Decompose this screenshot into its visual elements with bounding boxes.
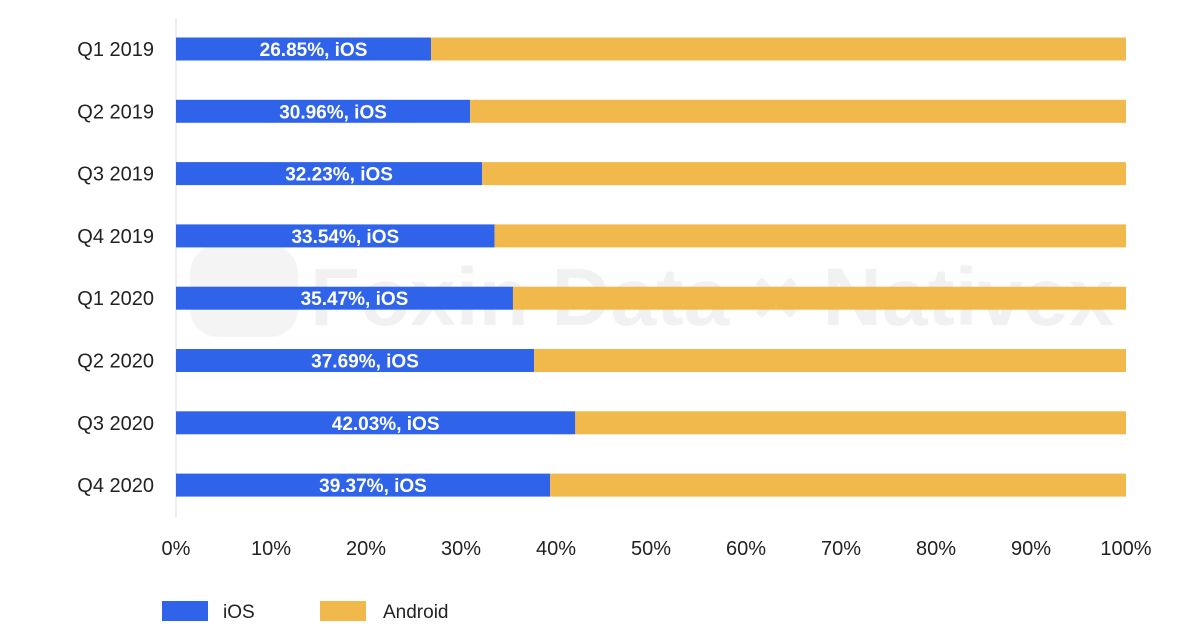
category-label: Q2 2019 [77, 101, 154, 123]
bar-ios [176, 349, 535, 372]
category-label: Q4 2019 [77, 226, 154, 248]
category-labels: Q1 2019 Q2 2019 Q3 2019 Q4 2019 Q1 2020 Q2 20… [77, 39, 154, 497]
bar-android [470, 99, 1126, 123]
category-label: Q4 2020 [77, 475, 154, 497]
bar-data-label: 30.96%, iOS [279, 102, 387, 123]
x-tick-label: 100% [1100, 538, 1151, 560]
bar-android [534, 349, 1126, 372]
x-tick-label: 80% [916, 538, 956, 560]
bar-android [482, 162, 1126, 186]
bar-data-label: 32.23%, iOS [285, 165, 393, 186]
bar-ios [176, 162, 483, 186]
category-label: Q1 2020 [77, 288, 154, 310]
bar-ios [176, 99, 471, 123]
bar-ios [176, 473, 551, 497]
bar-data-label: 35.47%, iOS [301, 289, 409, 310]
bar-android [575, 411, 1126, 435]
x-tick-label: 0% [162, 538, 191, 560]
x-tick-label: 10% [251, 538, 291, 560]
bar-android [512, 286, 1126, 310]
bar-data-label: 42.03%, iOS [332, 414, 440, 435]
legend-swatch-ios [162, 601, 208, 621]
category-label: Q3 2019 [77, 164, 154, 186]
bar-ios [176, 286, 513, 310]
bar-data-label: 26.85%, iOS [260, 40, 368, 61]
category-label: Q3 2020 [77, 413, 154, 435]
x-tick-label: 20% [346, 538, 386, 560]
legend-label-android: Android [383, 602, 449, 623]
legend-label-ios: iOS [223, 602, 255, 623]
bar-ios [176, 224, 495, 248]
x-tick-label: 90% [1011, 538, 1051, 560]
x-tick-labels: 0% 10% 20% 30% 40% 50% 60% 70% 80% 90% 100% [162, 538, 1152, 560]
bar-data-label: 33.54%, iOS [291, 227, 399, 248]
bars: 26.85%, iOS 30.96%, iOS 32.23%, iOS 33.54%,… [176, 37, 1126, 497]
bar-android [494, 224, 1126, 248]
category-label: Q1 2019 [77, 39, 154, 61]
bar-ios [176, 411, 576, 435]
bar-ios [176, 37, 432, 61]
x-tick-label: 30% [441, 538, 481, 560]
category-label: Q2 2020 [77, 351, 154, 373]
x-tick-label: 70% [821, 538, 861, 560]
legend-swatch-android [320, 601, 366, 621]
bar-android [431, 37, 1126, 61]
x-tick-label: 40% [536, 538, 576, 560]
bar-android [550, 473, 1126, 497]
bar-data-label: 39.37%, iOS [319, 476, 427, 497]
x-tick-label: 60% [726, 538, 766, 560]
x-tick-label: 50% [631, 538, 671, 560]
bar-data-label: 37.69%, iOS [311, 352, 419, 373]
legend: iOS Android [162, 601, 449, 623]
